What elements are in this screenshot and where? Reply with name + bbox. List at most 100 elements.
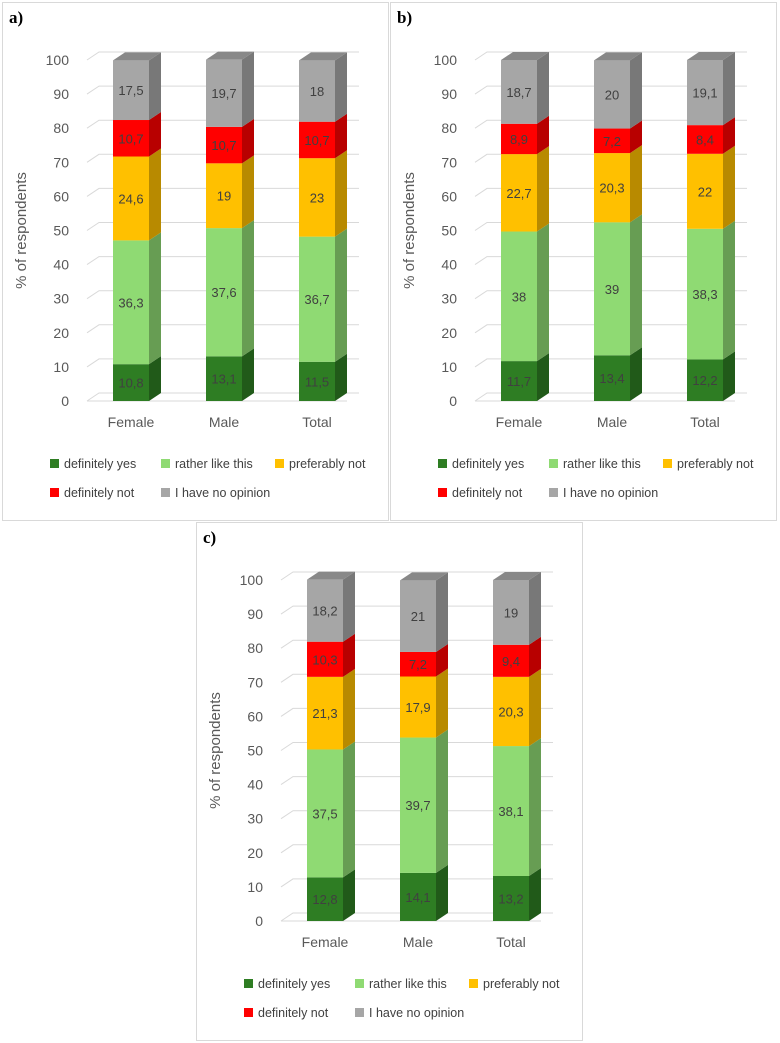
x-category-label: Male xyxy=(209,414,240,430)
legend-item: preferably not xyxy=(663,457,754,471)
bar-top-face xyxy=(206,51,254,60)
panel-label: b) xyxy=(397,8,413,27)
data-label: 38 xyxy=(512,289,526,304)
bar-segment xyxy=(113,52,161,121)
legend-swatch xyxy=(244,979,253,988)
bar-front-face xyxy=(299,361,335,401)
bar-side-face xyxy=(537,223,549,362)
bar-side-face xyxy=(242,155,254,229)
bar-segment xyxy=(206,51,254,127)
bar-segment xyxy=(493,572,541,645)
legend-label: definitely not xyxy=(452,486,523,500)
bar-segment xyxy=(594,52,642,129)
data-label: 37,6 xyxy=(211,285,236,300)
bar-side-face xyxy=(630,145,642,223)
gridline xyxy=(280,571,553,581)
bar-front-face xyxy=(299,236,335,362)
legend-swatch xyxy=(161,488,170,497)
bar-top-face xyxy=(299,52,347,61)
bar-top-face xyxy=(501,52,549,60)
bar-front-face xyxy=(493,875,529,921)
bar-front-face xyxy=(307,877,343,921)
y-tick-label: 80 xyxy=(53,120,69,136)
bar-top-face xyxy=(400,572,448,581)
bar-side-face xyxy=(436,729,448,873)
bar-side-face xyxy=(529,668,541,747)
bar-side-face xyxy=(335,353,347,401)
bar-segment xyxy=(299,228,347,362)
gridline xyxy=(86,290,359,300)
bar-front-face xyxy=(299,121,335,159)
bar-front-face xyxy=(113,60,149,121)
bar-front-face xyxy=(206,228,242,357)
gridline xyxy=(474,85,747,95)
bar-front-face xyxy=(206,356,242,401)
legend-label: I have no opinion xyxy=(369,1006,464,1020)
chart-panel-a: a) 0 10 20 30 40 50 60 70 80 90 100 % of respondent… xyxy=(2,2,389,521)
bar-front-face xyxy=(400,651,436,677)
bar-front-face xyxy=(501,231,537,362)
y-tick-label: 90 xyxy=(53,86,69,102)
data-label: 10,7 xyxy=(304,133,329,148)
bar-front-face xyxy=(400,676,436,738)
data-label: 36,3 xyxy=(118,295,143,310)
bar-side-face xyxy=(149,148,161,241)
bar-front-face xyxy=(307,749,343,878)
legend-item: definitely yes xyxy=(50,457,136,471)
bar-segment xyxy=(493,738,541,876)
gridline xyxy=(86,153,359,163)
x-category-label: Female xyxy=(496,414,543,430)
bar-side-face xyxy=(537,353,549,401)
y-tick-label: 30 xyxy=(247,811,263,827)
bar-front-face xyxy=(687,60,723,126)
chart-c-svg: 0 10 20 30 40 50 60 70 80 90 100 % of respondents 12… xyxy=(207,571,560,1020)
bar-side-face xyxy=(537,52,549,124)
bar-side-face xyxy=(529,867,541,921)
bar-front-face xyxy=(299,158,335,237)
data-label: 38,3 xyxy=(692,287,717,302)
legend-label: preferably not xyxy=(483,977,560,991)
gridline xyxy=(280,605,553,615)
data-label: 18 xyxy=(310,84,324,99)
data-label: 22 xyxy=(698,184,712,199)
bar-top-face xyxy=(307,571,355,580)
x-category-label: Male xyxy=(403,934,434,950)
bar-side-face xyxy=(723,117,735,154)
gridline xyxy=(86,324,359,334)
legend-label: definitely not xyxy=(64,486,135,500)
bar-front-face xyxy=(687,153,723,229)
bar-side-face xyxy=(723,145,735,229)
legend-label: preferably not xyxy=(677,457,754,471)
chart-b-svg: 0 10 20 30 40 50 60 70 80 90 100 % of respondents 11… xyxy=(401,51,754,500)
gridline xyxy=(86,392,359,402)
legend-label: preferably not xyxy=(289,457,366,471)
legend-item: definitely not xyxy=(244,1006,329,1020)
y-tick-label: 0 xyxy=(255,913,263,929)
bar-front-face xyxy=(493,746,529,876)
bar-segment xyxy=(493,867,541,921)
bar-front-face xyxy=(501,123,537,155)
bar-segment xyxy=(113,232,161,365)
y-axis-label: % of respondents xyxy=(207,692,224,809)
bar-front-face xyxy=(400,580,436,652)
legend-swatch xyxy=(549,488,558,497)
legend-item: preferably not xyxy=(275,457,366,471)
bar-segment xyxy=(400,643,448,677)
gridline xyxy=(280,810,553,820)
bar-front-face xyxy=(206,59,242,127)
bar-front-face xyxy=(113,120,149,157)
y-tick-label: 60 xyxy=(247,708,263,724)
bar-top-face xyxy=(687,52,735,60)
bar-front-face xyxy=(501,154,537,232)
bar-front-face xyxy=(113,240,149,365)
bar-segment xyxy=(113,112,161,157)
data-label: 13,1 xyxy=(211,372,236,387)
gridline xyxy=(86,51,359,61)
data-label: 8,9 xyxy=(510,132,528,147)
bar-top-face xyxy=(493,572,541,580)
bar-front-face xyxy=(206,163,242,229)
bar-side-face xyxy=(529,738,541,876)
bar-side-face xyxy=(343,869,355,921)
bar-side-face xyxy=(343,571,355,642)
y-tick-label: 40 xyxy=(247,777,263,793)
